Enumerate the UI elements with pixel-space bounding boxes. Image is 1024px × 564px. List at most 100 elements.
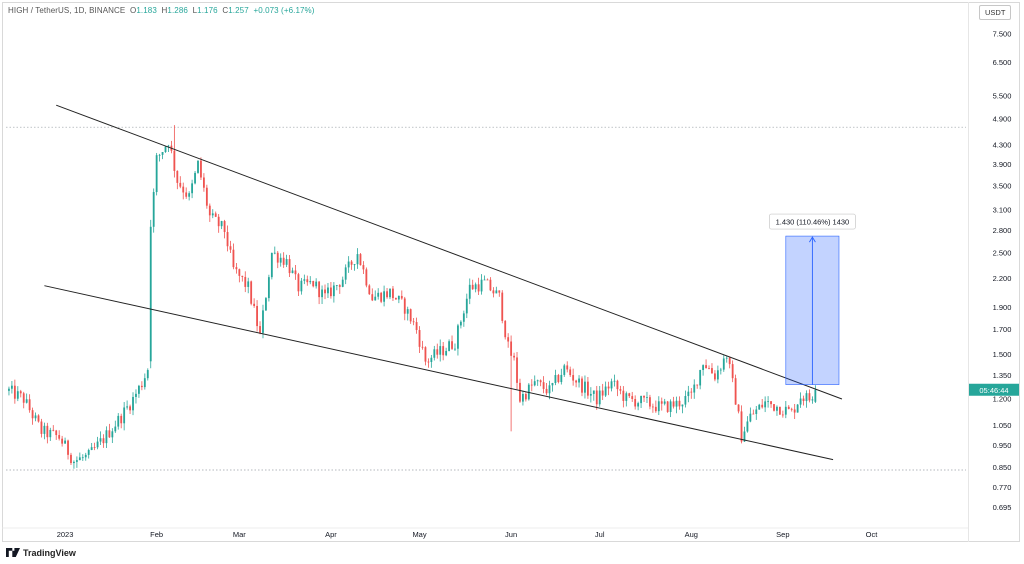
candles — [8, 125, 817, 469]
candle-body — [501, 292, 504, 321]
candle-body — [28, 399, 31, 411]
candle-body — [282, 257, 285, 265]
candle-body — [563, 365, 566, 375]
candle-body — [202, 177, 205, 188]
candle-body — [616, 380, 619, 390]
candle-body — [93, 447, 96, 448]
price-tick-label: 7.500 — [993, 30, 1012, 39]
candle-body — [392, 288, 394, 299]
candle-body — [663, 401, 666, 404]
candle-body — [427, 361, 430, 363]
tradingview-logo[interactable]: TradingView — [6, 548, 76, 558]
candle-body — [52, 429, 55, 431]
candle-body — [646, 397, 648, 398]
candle-body — [205, 187, 208, 206]
candle-body — [640, 395, 642, 404]
candle-body — [595, 390, 598, 405]
tradingview-brand: TradingView — [23, 548, 76, 558]
candle-body — [58, 435, 61, 439]
candle-body — [711, 368, 713, 374]
candle-body — [135, 393, 137, 397]
candle-body — [811, 399, 814, 401]
candle-body — [790, 408, 793, 410]
candle-body — [480, 279, 483, 292]
candle-body — [793, 409, 796, 413]
price-axis-pane[interactable] — [968, 2, 1021, 542]
candle-body — [332, 285, 335, 297]
symbol-legend[interactable]: HIGH / TetherUS, 1D, BINANCE O1.183 H1.2… — [8, 6, 315, 15]
candle-body — [49, 429, 52, 438]
candle-body — [244, 276, 247, 287]
candle-body — [362, 265, 365, 270]
candle-body — [424, 347, 427, 362]
candle-body — [776, 406, 778, 411]
candle-body — [746, 421, 749, 432]
candle-body — [542, 382, 545, 389]
candle-body — [176, 170, 179, 183]
candle-body — [123, 407, 126, 424]
tradingview-logo-icon — [6, 548, 20, 557]
symbol-pair: HIGH / TetherUS, 1D, BINANCE — [8, 6, 126, 15]
candle-body — [374, 296, 377, 301]
low-label: L — [192, 6, 198, 15]
price-axis: 7.500 6.500 5.500 4.900 4.300 3.900 3.500 3.100… — [969, 30, 1019, 512]
candle-body — [430, 357, 433, 363]
candle-body — [548, 385, 551, 394]
candle-body — [338, 285, 341, 287]
candle-body — [796, 404, 799, 413]
candle-body — [335, 285, 338, 286]
candle-body — [672, 401, 675, 407]
candle-body — [770, 401, 772, 405]
candle-body — [262, 310, 264, 333]
price-tick-label: 2.500 — [993, 248, 1012, 257]
candle-body — [752, 413, 755, 415]
time-axis: 2023 Feb Mar Apr May Jun Jul Aug Sep Oct — [2, 527, 968, 539]
candle-body — [536, 380, 539, 382]
candle-body — [634, 398, 637, 407]
candle-body — [799, 398, 802, 405]
candle-body — [690, 391, 693, 393]
candle-body — [643, 395, 645, 398]
close-value: 1.257 — [228, 6, 249, 15]
candle-body — [433, 349, 436, 358]
candle-body — [273, 252, 276, 254]
time-tick-label: Mar — [233, 530, 246, 539]
candle-body — [90, 447, 93, 451]
candle-body — [516, 357, 518, 383]
candle-body — [211, 213, 214, 216]
candle-body — [37, 415, 40, 422]
candle-body — [436, 349, 439, 355]
candle-body — [584, 381, 586, 393]
candle-body — [173, 150, 176, 171]
candle-body — [486, 279, 489, 281]
candle-body — [380, 292, 383, 302]
candle-body — [755, 409, 758, 414]
close-label: C — [222, 6, 229, 15]
measure-label: 1.430 (110.46%) 1430 — [776, 218, 850, 227]
candle-body — [533, 381, 536, 386]
candle-body — [462, 313, 465, 322]
candle-body — [773, 404, 775, 411]
candle-body — [108, 430, 111, 438]
candle-body — [622, 390, 625, 401]
candle-body — [415, 322, 418, 331]
price-tick-label: 3.500 — [993, 181, 1012, 190]
currency-button[interactable]: USDT — [979, 5, 1012, 20]
candle-body — [613, 380, 616, 382]
candle-body — [761, 404, 764, 408]
candle-body — [149, 226, 152, 362]
candle-body — [353, 264, 356, 266]
candle-body — [468, 284, 471, 299]
high-value: 1.286 — [167, 6, 188, 15]
candle-body — [814, 389, 817, 402]
candle-body — [265, 298, 267, 311]
candle-body — [569, 369, 572, 376]
candle-body — [126, 406, 129, 408]
candle-body — [513, 355, 515, 358]
candle-body — [714, 373, 716, 380]
candle-body — [554, 375, 557, 383]
candle-body — [347, 261, 350, 268]
candle-body — [778, 406, 781, 415]
candle-body — [551, 382, 554, 386]
